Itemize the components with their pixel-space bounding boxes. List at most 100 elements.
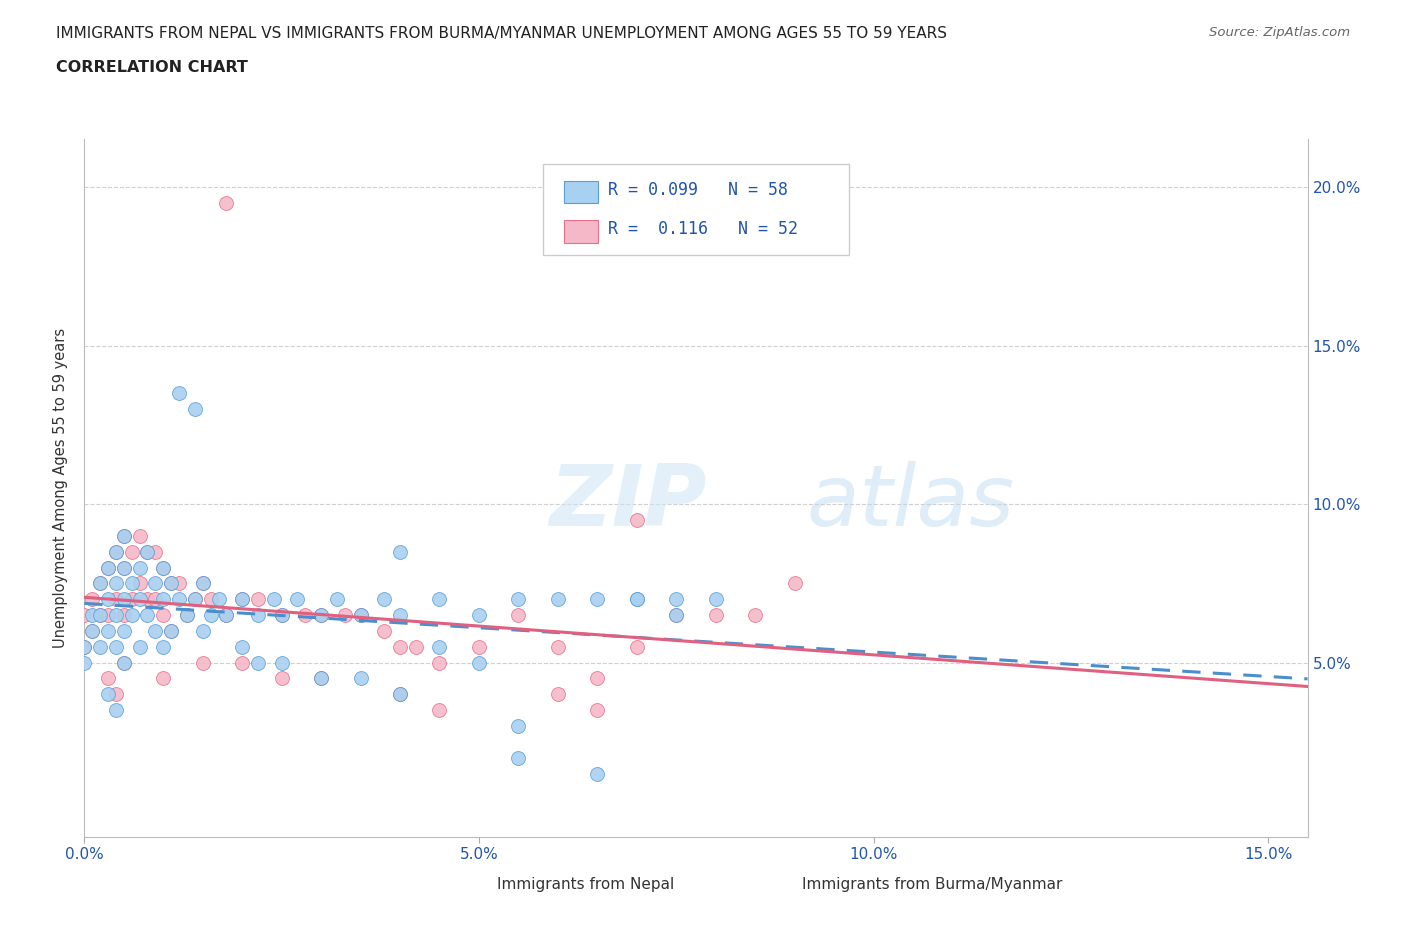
- Point: [215, 607, 238, 622]
- Point: [160, 623, 183, 638]
- Point: [136, 544, 159, 559]
- Point: [405, 639, 427, 654]
- Point: [152, 591, 174, 606]
- FancyBboxPatch shape: [564, 181, 598, 204]
- Point: [309, 671, 332, 686]
- Point: [104, 544, 127, 559]
- Text: IMMIGRANTS FROM NEPAL VS IMMIGRANTS FROM BURMA/MYANMAR UNEMPLOYMENT AMONG AGES 5: IMMIGRANTS FROM NEPAL VS IMMIGRANTS FROM…: [56, 26, 948, 41]
- Text: Source: ZipAtlas.com: Source: ZipAtlas.com: [1209, 26, 1350, 39]
- Point: [547, 591, 569, 606]
- Point: [82, 607, 104, 622]
- Point: [744, 607, 766, 622]
- Point: [89, 639, 111, 654]
- Point: [468, 655, 491, 670]
- Point: [665, 591, 688, 606]
- Point: [626, 591, 648, 606]
- Point: [128, 576, 150, 591]
- Point: [104, 639, 127, 654]
- Point: [626, 639, 648, 654]
- Point: [246, 607, 269, 622]
- Point: [184, 591, 207, 606]
- Point: [104, 607, 127, 622]
- Point: [89, 607, 111, 622]
- Point: [389, 687, 412, 702]
- Point: [128, 591, 150, 606]
- Point: [89, 576, 111, 591]
- Point: [349, 671, 371, 686]
- Point: [586, 703, 609, 718]
- Point: [128, 560, 150, 575]
- Point: [626, 512, 648, 527]
- Point: [112, 607, 135, 622]
- Point: [73, 639, 96, 654]
- Point: [104, 576, 127, 591]
- Point: [176, 607, 198, 622]
- Point: [89, 576, 111, 591]
- Point: [231, 655, 253, 670]
- Point: [104, 687, 127, 702]
- Point: [121, 607, 143, 622]
- Point: [309, 607, 332, 622]
- Point: [389, 544, 412, 559]
- Point: [191, 576, 214, 591]
- Point: [231, 591, 253, 606]
- Point: [508, 591, 530, 606]
- Point: [215, 607, 238, 622]
- Point: [152, 607, 174, 622]
- Point: [246, 655, 269, 670]
- Point: [200, 607, 222, 622]
- Point: [191, 623, 214, 638]
- Point: [112, 528, 135, 543]
- Point: [263, 591, 285, 606]
- FancyBboxPatch shape: [543, 164, 849, 255]
- Point: [97, 591, 120, 606]
- Point: [128, 528, 150, 543]
- Point: [215, 195, 238, 210]
- Point: [112, 655, 135, 670]
- Point: [270, 607, 292, 622]
- Point: [429, 639, 451, 654]
- Point: [294, 607, 316, 622]
- FancyBboxPatch shape: [769, 875, 796, 893]
- Point: [167, 576, 190, 591]
- Point: [287, 591, 309, 606]
- Point: [349, 607, 371, 622]
- Point: [429, 703, 451, 718]
- Point: [665, 607, 688, 622]
- Point: [389, 607, 412, 622]
- Point: [73, 639, 96, 654]
- Text: R = 0.099   N = 58: R = 0.099 N = 58: [607, 181, 787, 199]
- Text: ZIP: ZIP: [550, 460, 707, 544]
- Text: R =  0.116   N = 52: R = 0.116 N = 52: [607, 220, 797, 238]
- Point: [508, 719, 530, 734]
- FancyBboxPatch shape: [464, 875, 491, 893]
- Point: [586, 591, 609, 606]
- Point: [270, 671, 292, 686]
- Text: CORRELATION CHART: CORRELATION CHART: [56, 60, 247, 75]
- Point: [508, 607, 530, 622]
- Point: [389, 687, 412, 702]
- Point: [704, 591, 727, 606]
- Point: [97, 671, 120, 686]
- Point: [626, 591, 648, 606]
- Point: [145, 623, 167, 638]
- Point: [104, 703, 127, 718]
- Point: [82, 591, 104, 606]
- Point: [73, 655, 96, 670]
- Point: [145, 576, 167, 591]
- Point: [326, 591, 349, 606]
- Point: [97, 623, 120, 638]
- Point: [112, 655, 135, 670]
- Point: [160, 576, 183, 591]
- Point: [121, 544, 143, 559]
- Point: [191, 655, 214, 670]
- Point: [373, 623, 395, 638]
- Point: [333, 607, 356, 622]
- Point: [547, 639, 569, 654]
- Point: [270, 607, 292, 622]
- Point: [121, 576, 143, 591]
- Point: [176, 607, 198, 622]
- Point: [112, 528, 135, 543]
- Text: Immigrants from Burma/Myanmar: Immigrants from Burma/Myanmar: [803, 877, 1063, 892]
- Point: [82, 623, 104, 638]
